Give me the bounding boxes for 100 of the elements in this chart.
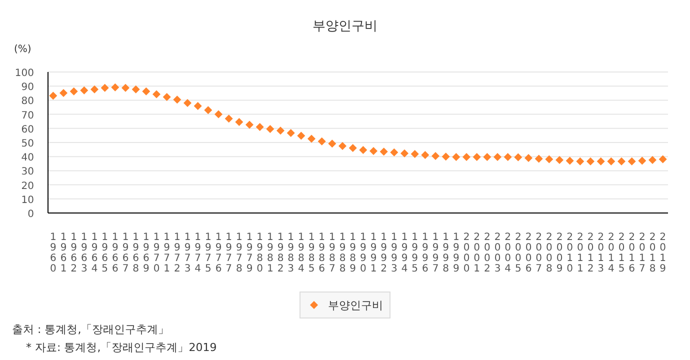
point — [483, 153, 492, 162]
point — [452, 153, 460, 162]
x-tick-label: 1964 — [91, 232, 98, 274]
x-tick-label: 1986 — [318, 232, 326, 274]
point — [80, 86, 88, 94]
y-tick-label: 100 — [14, 68, 34, 79]
point — [276, 126, 284, 135]
y-axis-title: (%) — [14, 44, 32, 55]
point — [184, 99, 192, 108]
y-tick-label: 50 — [21, 138, 34, 150]
point — [545, 155, 554, 164]
point — [90, 85, 98, 94]
y-tick-label: 10 — [21, 194, 34, 206]
point — [142, 87, 150, 96]
point — [49, 92, 58, 100]
point — [308, 134, 316, 143]
chart-title: 부양인구비 — [312, 19, 378, 34]
x-tick-label: 1974 — [194, 232, 202, 274]
point — [60, 89, 68, 98]
point — [524, 154, 532, 162]
point — [297, 132, 306, 140]
y-tick-label: 60 — [21, 124, 34, 136]
source-note: 출처 : 통계청,「장래인구추계」 — [12, 323, 170, 336]
point — [618, 157, 626, 166]
x-tick-label: 2019 — [660, 232, 666, 274]
y-tick-label: 80 — [21, 96, 34, 108]
point — [586, 157, 594, 166]
x-tick-label: 1994 — [401, 232, 408, 274]
point — [100, 84, 109, 92]
point — [338, 142, 346, 150]
x-tick-label: 1962 — [70, 232, 78, 274]
point — [235, 118, 244, 126]
point — [556, 156, 564, 164]
point — [514, 153, 522, 162]
y-tick-label: 70 — [21, 110, 34, 122]
point — [111, 83, 120, 92]
x-tick-label: 1983 — [288, 232, 294, 274]
x-tick-label: 1996 — [422, 232, 428, 274]
legend-label: 부양인구비 — [328, 299, 383, 312]
point — [432, 152, 440, 160]
point — [390, 148, 398, 156]
x-tick-label: 2011 — [576, 232, 584, 274]
x-tick-label: 1960 — [50, 232, 56, 274]
point — [224, 114, 233, 123]
point — [348, 144, 357, 152]
point — [152, 90, 160, 98]
point — [214, 110, 222, 118]
x-tick-label: 2014 — [608, 232, 614, 274]
x-tick-label: 1966 — [112, 232, 118, 274]
x-tick-label: 1965 — [102, 232, 108, 274]
x-tick-label: 2016 — [628, 232, 636, 274]
x-tick-label: 2010 — [566, 232, 574, 274]
point — [328, 140, 336, 148]
x-tick-label: 2008 — [546, 232, 552, 274]
point — [462, 153, 470, 162]
x-tick-label: 2005 — [514, 232, 522, 274]
x-tick-label: 1977 — [226, 232, 232, 274]
x-tick-label: 1988 — [339, 232, 346, 274]
x-tick-label: 1997 — [432, 232, 439, 274]
point — [318, 137, 326, 146]
x-tick-label: 1998 — [442, 232, 450, 274]
x-tick-label: 1976 — [215, 232, 222, 274]
x-tick-label: 2001 — [474, 232, 480, 274]
x-tick-label: 1975 — [204, 232, 212, 274]
y-tick-label: 40 — [21, 152, 34, 164]
point — [442, 152, 450, 161]
x-tick-label: 2006 — [525, 232, 532, 274]
point — [534, 154, 543, 163]
x-tick-label: 1969 — [142, 232, 150, 274]
x-tick-label: 1978 — [236, 232, 242, 274]
point — [400, 149, 408, 158]
x-tick-label: 1993 — [390, 232, 398, 274]
point — [132, 85, 140, 94]
point — [648, 156, 656, 164]
x-tick-label: 2013 — [598, 232, 604, 274]
y-tick-label: 90 — [21, 82, 34, 94]
x-tick-label: 2018 — [649, 232, 656, 274]
point — [359, 146, 368, 154]
x-tick-label: 1971 — [164, 232, 170, 274]
point — [266, 124, 274, 133]
x-tick-label: 1972 — [174, 232, 180, 274]
x-tick-label: 1961 — [60, 232, 67, 274]
x-tick-label: 1991 — [370, 232, 377, 274]
x-tick-label: 2002 — [484, 232, 490, 274]
point — [286, 129, 295, 138]
point — [596, 157, 605, 166]
point — [370, 146, 378, 155]
point — [628, 157, 636, 166]
point — [410, 150, 419, 158]
x-tick-label: 1967 — [122, 232, 129, 274]
point — [421, 151, 430, 160]
point — [504, 153, 512, 162]
x-tick-label: 2012 — [587, 232, 594, 274]
x-tick-label: 1995 — [412, 232, 418, 274]
point — [204, 106, 212, 114]
x-tick-label: 1968 — [132, 232, 140, 274]
point — [607, 157, 616, 166]
y-tick-label: 20 — [21, 180, 34, 192]
x-tick-label: 2017 — [638, 232, 646, 274]
x-tick-label: 1981 — [266, 232, 274, 274]
